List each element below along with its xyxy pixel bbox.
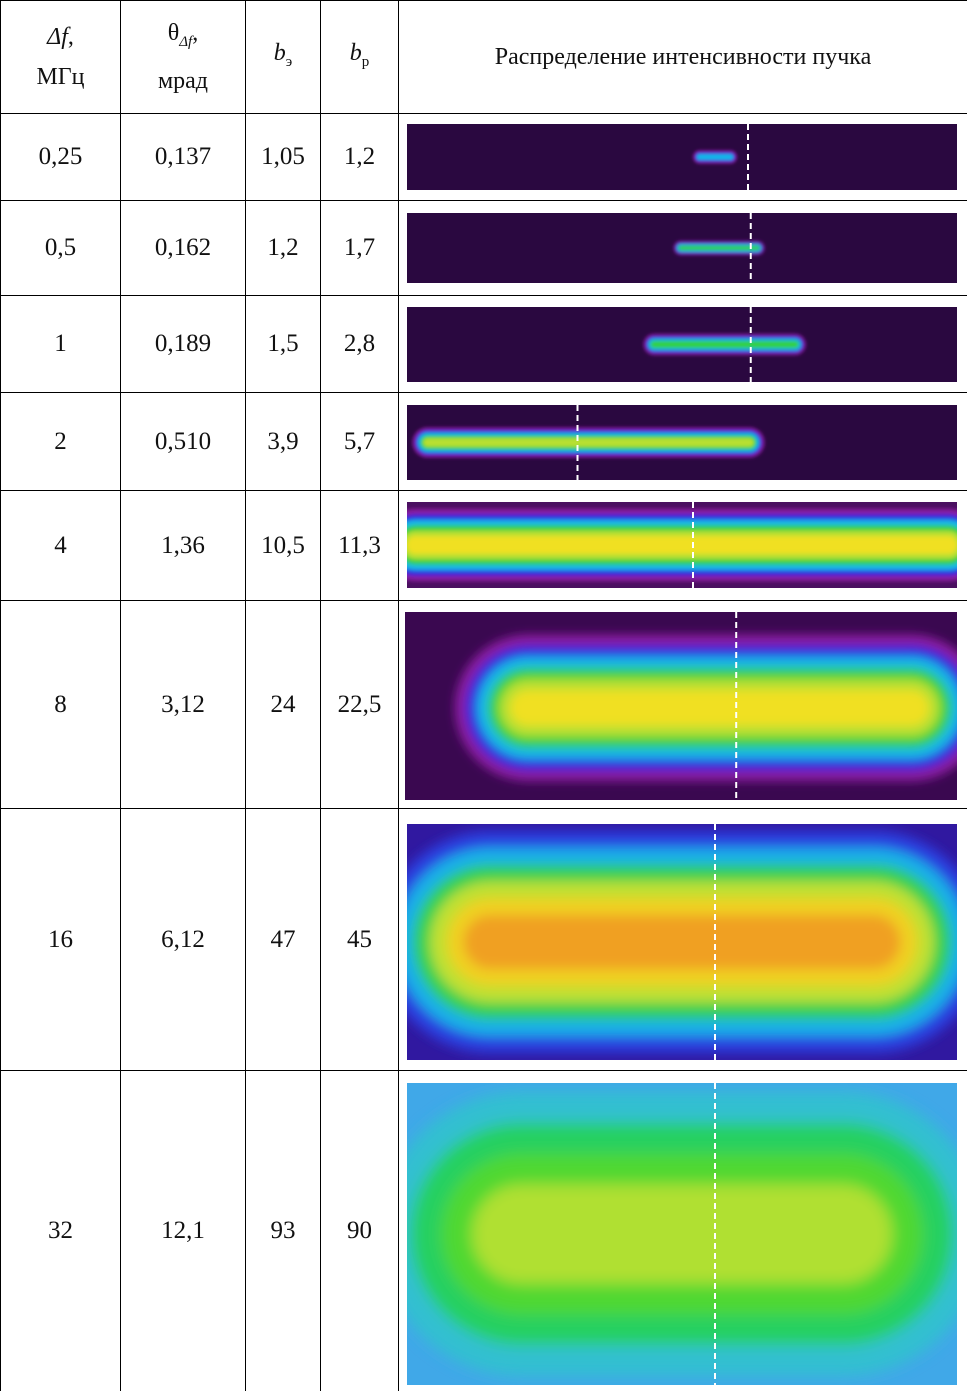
- cell: 1: [1, 296, 121, 393]
- symbol: Δf: [47, 24, 68, 50]
- beam-layer: [464, 915, 901, 969]
- comma: ,: [68, 24, 74, 50]
- beam-image: [407, 1083, 957, 1385]
- beam-layer: [678, 246, 760, 251]
- cell: 10,5: [246, 491, 321, 601]
- background: [407, 124, 957, 190]
- cell: 93: [246, 1071, 321, 1391]
- cell: 6,12: [121, 809, 246, 1071]
- cell: 8: [1, 601, 121, 809]
- cell: 3,12: [121, 601, 246, 809]
- cell: 3,9: [246, 393, 321, 491]
- header-text: Распределение интенсивности пучка: [495, 44, 871, 70]
- cell: 0,162: [121, 201, 246, 296]
- beam-image: [405, 612, 957, 800]
- beam-layer: [423, 438, 754, 447]
- beam: [413, 428, 765, 458]
- cell: 2,8: [321, 296, 399, 393]
- subscript: э: [286, 53, 292, 69]
- subscript: Δf: [179, 33, 192, 49]
- cell: 22,5: [321, 601, 399, 809]
- cell: 0,137: [121, 114, 246, 201]
- beam-image: [407, 405, 957, 480]
- cell: 5,7: [321, 393, 399, 491]
- cell: 11,3: [321, 491, 399, 601]
- cell: 1,05: [246, 114, 321, 201]
- beam-image: [407, 307, 957, 382]
- beam-layer: [510, 690, 929, 726]
- beam-image: [407, 213, 957, 283]
- beam: [407, 831, 957, 1053]
- header-symbol: Δf,: [1, 17, 120, 57]
- cell: 1,36: [121, 491, 246, 601]
- subscript: р: [362, 53, 370, 69]
- symbol: b: [274, 40, 286, 66]
- beam-layer: [472, 1185, 892, 1284]
- cell: 47: [246, 809, 321, 1071]
- header-symbol: bэ: [246, 33, 320, 82]
- header-cell: Распределение интенсивности пучка: [399, 1, 967, 114]
- cell: 12,1: [121, 1071, 246, 1391]
- cell: 16: [1, 809, 121, 1071]
- symbol: b: [350, 40, 362, 66]
- beam: [407, 509, 957, 581]
- unit: мрад: [121, 61, 245, 101]
- beam-image: [407, 502, 957, 588]
- cell: 0,5: [1, 201, 121, 296]
- header-symbol: θΔf,: [121, 13, 245, 62]
- page: Δf,МГцθΔf,мрадbэbрРаспределение интенсив…: [0, 0, 967, 1391]
- cell: 0,510: [121, 393, 246, 491]
- beam-layer: [697, 154, 734, 160]
- beam: [407, 1092, 957, 1376]
- cell: 1,2: [246, 201, 321, 296]
- header-cell: θΔf,мрад: [121, 1, 246, 114]
- cell: 1,2: [321, 114, 399, 201]
- cell: 1,5: [246, 296, 321, 393]
- cell: 32: [1, 1071, 121, 1391]
- beam-image: [407, 124, 957, 190]
- header-cell: bэ: [246, 1, 321, 114]
- cell: 45: [321, 809, 399, 1071]
- cell: 24: [246, 601, 321, 809]
- beam-layer: [650, 341, 799, 348]
- beam: [644, 334, 806, 355]
- beam-image: [407, 824, 957, 1060]
- cell: 2: [1, 393, 121, 491]
- header-cell: Δf,МГц: [1, 1, 121, 114]
- symbol: θ: [168, 20, 180, 46]
- cell: 90: [321, 1071, 399, 1391]
- cell: 4: [1, 491, 121, 601]
- cell: 1,7: [321, 201, 399, 296]
- unit: МГц: [1, 57, 120, 97]
- cell: 0,25: [1, 114, 121, 201]
- header-cell: bр: [321, 1, 399, 114]
- header-symbol: bр: [321, 33, 398, 82]
- beam: [455, 635, 957, 782]
- cell: 0,189: [121, 296, 246, 393]
- beam-layer: [407, 536, 957, 554]
- comma: ,: [192, 20, 198, 46]
- beam: [693, 150, 737, 163]
